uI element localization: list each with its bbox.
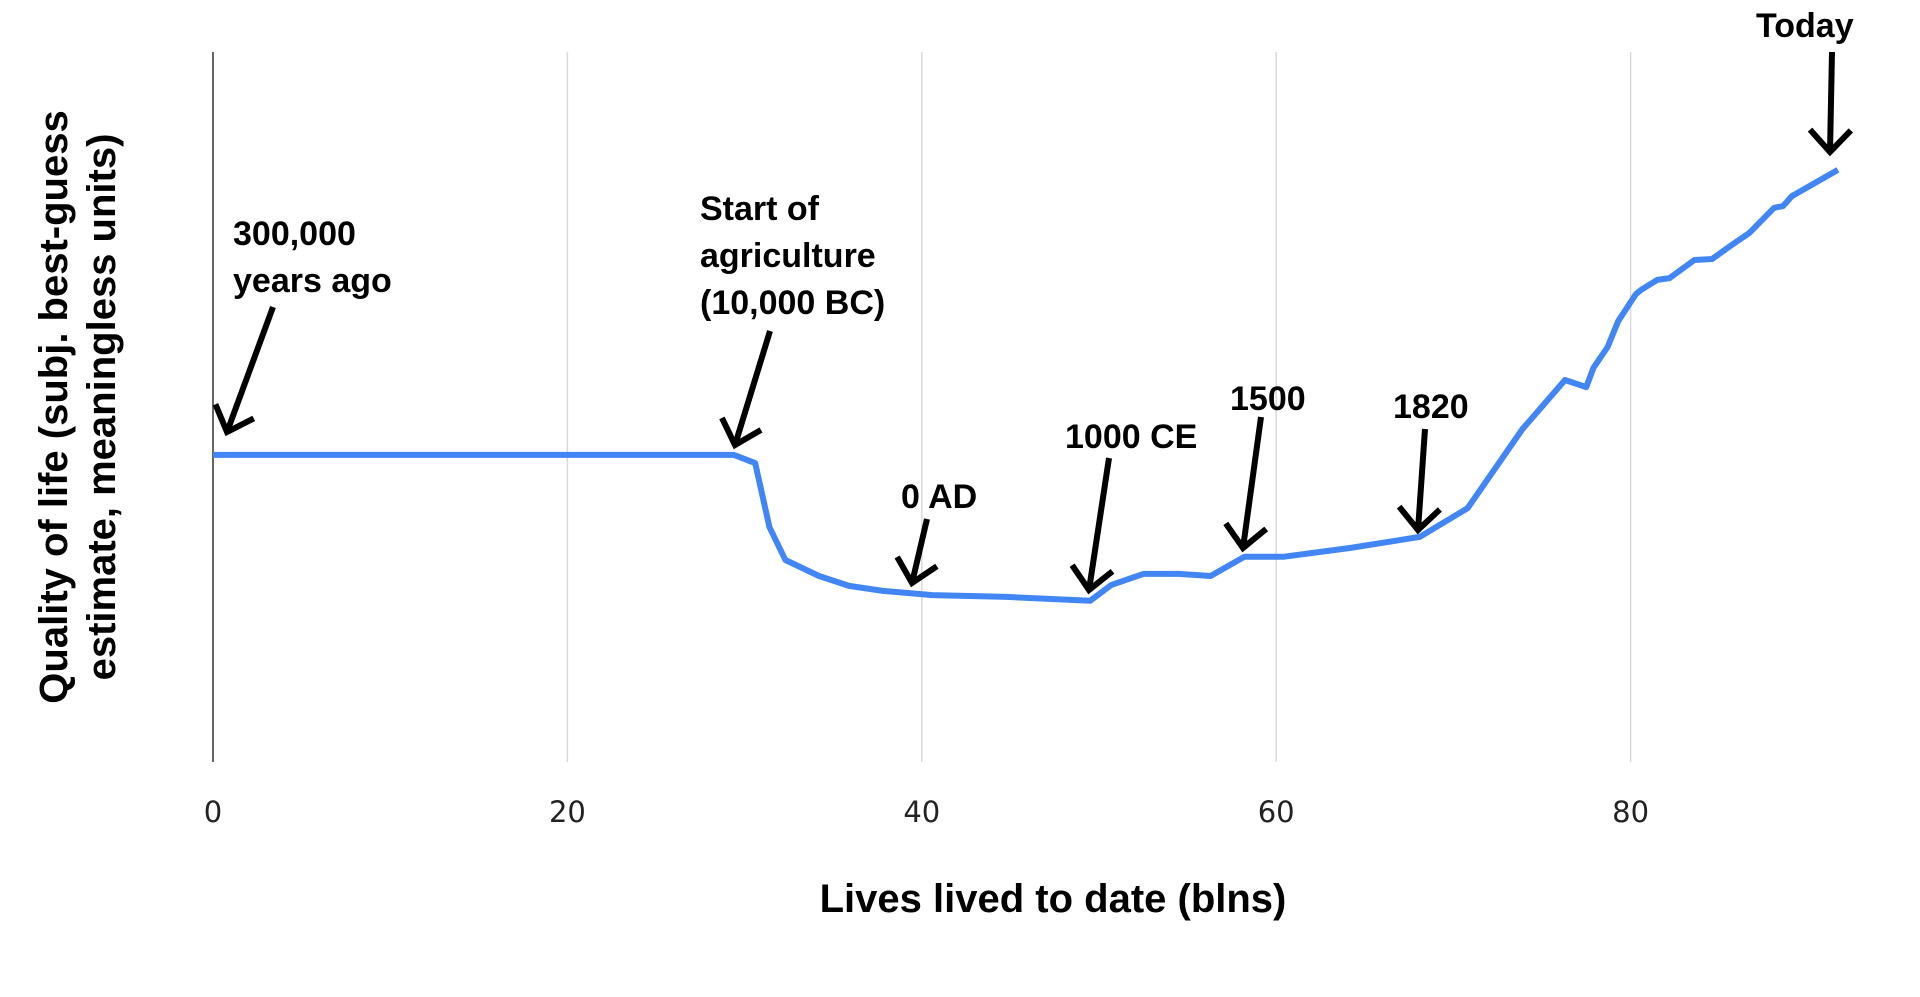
annotation-4: 1500 (1223, 380, 1306, 553)
y-axis-title-line-2: estimate, meaningless units) (80, 134, 124, 681)
annotation-label: 1500 (1230, 380, 1306, 418)
x-axis-title: Lives lived to date (blns) (820, 877, 1287, 921)
arrow-icon (909, 518, 930, 584)
x-tick-label-0: 0 (204, 795, 222, 829)
annotation-3: 1000 CE (1065, 418, 1197, 595)
arrowhead-icon (212, 403, 256, 437)
arrow-icon (224, 305, 276, 434)
annotation-5: 1820 (1393, 388, 1469, 535)
annotation-label: 0 AD (901, 478, 977, 516)
quality-of-life-line (213, 167, 1840, 604)
arrowhead-icon (1069, 563, 1115, 595)
annotation-6: Today (1756, 7, 1854, 157)
annotation-2: 0 AD (894, 478, 977, 588)
annotation-label: 1820 (1393, 388, 1469, 426)
x-tick-label-80: 80 (1612, 795, 1649, 829)
annotation-label: 300,000 years ago (233, 215, 392, 300)
x-tick-label-40: 40 (903, 795, 940, 829)
y-axis-title: Quality of life (subj. best-guess estima… (32, 110, 124, 703)
annotation-0: 300,000 years ago (212, 215, 392, 437)
arrowhead-icon (1223, 521, 1269, 553)
x-axis-tick-labels: 0 20 40 60 80 (204, 795, 1649, 829)
annotation-label: Today (1756, 7, 1854, 45)
arrow-icon (1415, 428, 1428, 531)
arrow-icon (732, 330, 773, 446)
annotations: 300,000 years ago Start of agriculture (10,0… (212, 7, 1854, 595)
arrow-icon (1086, 457, 1112, 591)
x-tick-label-20: 20 (549, 795, 586, 829)
x-tick-label-60: 60 (1258, 795, 1295, 829)
arrowhead-icon (1807, 127, 1853, 157)
arrowhead-icon (719, 416, 763, 450)
y-axis-title-line-1: Quality of life (subj. best-guess (32, 110, 76, 703)
vertical-gridlines (566, 52, 1632, 762)
annotation-1: Start of agriculture (10,000 BC) (700, 190, 885, 450)
arrowhead-icon (894, 555, 939, 588)
arrowhead-icon (1396, 504, 1442, 535)
arrow-icon (1827, 51, 1835, 153)
annotation-label: Start of agriculture (10,000 BC) (700, 190, 885, 322)
arrow-icon (1240, 416, 1264, 549)
annotation-label: 1000 CE (1065, 418, 1197, 456)
